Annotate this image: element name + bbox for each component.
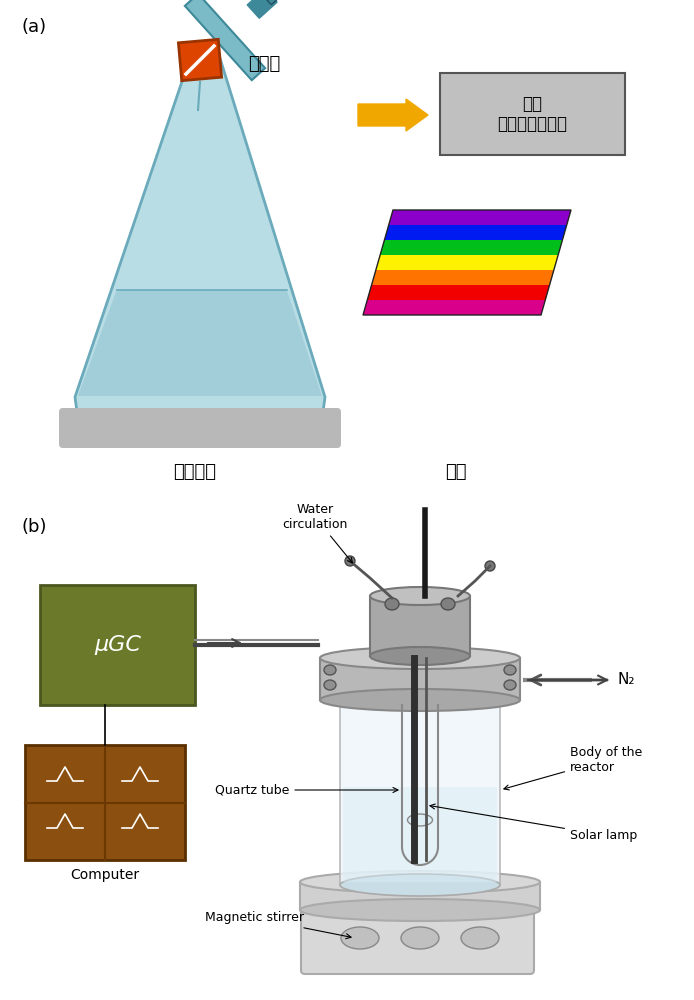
Text: Quartz tube: Quartz tube	[215, 784, 398, 796]
Ellipse shape	[370, 647, 470, 665]
Ellipse shape	[461, 927, 499, 949]
Ellipse shape	[300, 871, 540, 893]
Text: 주사기: 주사기	[248, 55, 280, 73]
Bar	[320, 658, 520, 700]
FancyBboxPatch shape	[301, 901, 534, 974]
Ellipse shape	[504, 680, 516, 690]
Polygon shape	[367, 285, 550, 300]
Ellipse shape	[385, 598, 399, 610]
Polygon shape	[178, 39, 221, 81]
Ellipse shape	[504, 665, 516, 675]
Text: Water
circulation: Water circulation	[282, 503, 353, 563]
Bar	[40, 585, 195, 705]
Ellipse shape	[324, 680, 336, 690]
FancyArrow shape	[358, 99, 428, 131]
Text: Computer: Computer	[70, 868, 139, 882]
Text: Solar lamp: Solar lamp	[430, 804, 637, 842]
Polygon shape	[376, 255, 558, 270]
Polygon shape	[78, 290, 322, 396]
Text: Body of the
reactor: Body of the reactor	[504, 746, 642, 790]
Ellipse shape	[340, 874, 500, 896]
Ellipse shape	[441, 598, 455, 610]
Text: (b): (b)	[22, 518, 47, 536]
Polygon shape	[247, 0, 277, 18]
Bar	[25, 745, 185, 860]
Ellipse shape	[345, 556, 355, 566]
Ellipse shape	[407, 814, 432, 826]
Bar	[343, 787, 497, 882]
Bar	[370, 596, 470, 656]
Text: (a): (a)	[22, 18, 47, 36]
Text: Magnetic stirrer: Magnetic stirrer	[205, 912, 351, 939]
Ellipse shape	[320, 689, 520, 711]
Bar	[440, 73, 625, 155]
Polygon shape	[363, 300, 545, 315]
Bar	[340, 695, 500, 885]
Polygon shape	[262, 0, 283, 5]
Ellipse shape	[320, 647, 520, 669]
FancyBboxPatch shape	[59, 408, 341, 448]
Text: N₂: N₂	[618, 672, 636, 688]
Bar	[300, 882, 540, 910]
Text: 램프: 램프	[446, 463, 467, 481]
Ellipse shape	[340, 684, 500, 706]
Ellipse shape	[401, 927, 439, 949]
Text: 반응용기: 반응용기	[174, 463, 217, 481]
Ellipse shape	[341, 927, 379, 949]
Polygon shape	[384, 225, 567, 240]
Polygon shape	[75, 55, 325, 412]
Ellipse shape	[324, 665, 336, 675]
Polygon shape	[389, 210, 571, 225]
Text: μGC: μGC	[94, 635, 141, 655]
Polygon shape	[380, 240, 562, 255]
Polygon shape	[185, 0, 265, 80]
Ellipse shape	[485, 561, 495, 571]
Ellipse shape	[370, 587, 470, 605]
Text: 기체
크로마토그레피: 기체 크로마토그레피	[498, 95, 568, 133]
Polygon shape	[371, 270, 554, 285]
Ellipse shape	[300, 899, 540, 921]
